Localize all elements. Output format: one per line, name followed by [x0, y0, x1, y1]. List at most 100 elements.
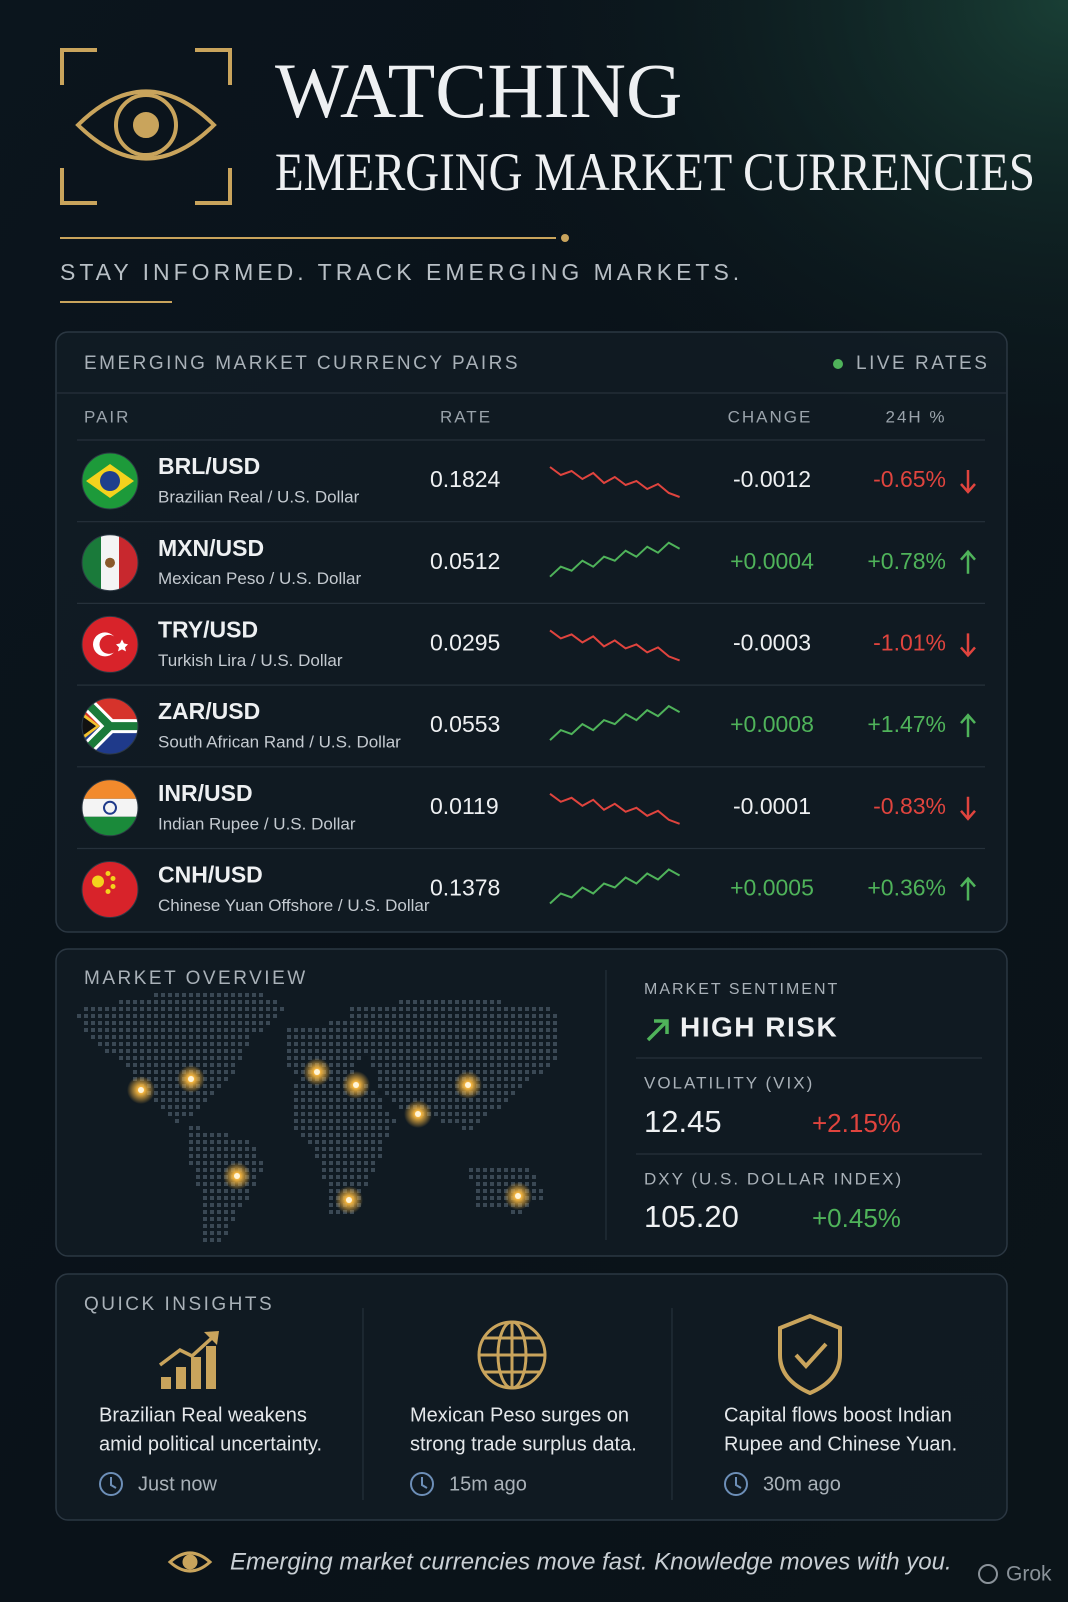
flag-part	[99, 634, 119, 654]
map-dot	[448, 1028, 452, 1032]
map-dot	[413, 1091, 417, 1095]
clock-icon	[99, 1472, 123, 1496]
map-dot	[168, 1056, 172, 1060]
change: -0.0012	[733, 466, 811, 492]
map-dot	[203, 1070, 207, 1074]
map-dot	[189, 1147, 193, 1151]
map-dot	[420, 1084, 424, 1088]
flag	[82, 779, 138, 836]
map-dot	[483, 1168, 487, 1172]
map-dot	[504, 1203, 508, 1207]
map-dot	[483, 1175, 487, 1179]
map-dot	[161, 1098, 165, 1102]
map-dot	[399, 1056, 403, 1060]
map-dot	[399, 1021, 403, 1025]
map-dot	[350, 1056, 354, 1060]
map-dot	[147, 1021, 151, 1025]
map-dot	[336, 1140, 340, 1144]
map-dot	[245, 1042, 249, 1046]
map-dot	[336, 1112, 340, 1116]
map-dot	[371, 1140, 375, 1144]
map-dot	[147, 1056, 151, 1060]
map-dot	[133, 1070, 137, 1074]
map-dot	[525, 1021, 529, 1025]
map-dot	[301, 1084, 305, 1088]
map-dot	[175, 1035, 179, 1039]
map-dot	[224, 993, 228, 997]
map-dot	[322, 1098, 326, 1102]
map-dot	[105, 1007, 109, 1011]
map-dot	[196, 1105, 200, 1109]
map-dot	[329, 1035, 333, 1039]
map-dot	[210, 1210, 214, 1214]
map-dot	[497, 1077, 501, 1081]
map-dot	[98, 1035, 102, 1039]
map-dot	[217, 1014, 221, 1018]
map-dot	[532, 1189, 536, 1193]
map-dot	[511, 1210, 515, 1214]
map-dot	[252, 1175, 256, 1179]
map-dot	[525, 1063, 529, 1067]
map-dot	[301, 1133, 305, 1137]
map-dot	[168, 1007, 172, 1011]
map-dot	[378, 1007, 382, 1011]
map-dot	[266, 1021, 270, 1025]
map-dot	[294, 1035, 298, 1039]
map-dot	[154, 1091, 158, 1095]
map-dot	[336, 1168, 340, 1172]
map-dot	[448, 1014, 452, 1018]
map-dot	[483, 1007, 487, 1011]
map-dot	[406, 1063, 410, 1067]
globe-icon	[477, 1320, 547, 1390]
map-dot	[413, 1021, 417, 1025]
map-dot	[182, 1056, 186, 1060]
map-dot	[483, 1035, 487, 1039]
map-dot	[420, 1091, 424, 1095]
map-dot	[217, 1035, 221, 1039]
map-dot	[350, 1098, 354, 1102]
map-dot	[483, 1196, 487, 1200]
map-dot	[189, 1112, 193, 1116]
map-dot	[399, 1063, 403, 1067]
map-dot	[322, 1112, 326, 1116]
map-dot	[413, 1000, 417, 1004]
map-dot	[441, 1084, 445, 1088]
map-dot	[476, 1112, 480, 1116]
map-dot	[378, 1147, 382, 1151]
map-dot	[231, 1056, 235, 1060]
map-dot	[518, 1056, 522, 1060]
map-dot	[84, 1021, 88, 1025]
map-dot	[147, 1028, 151, 1032]
map-dot	[343, 1105, 347, 1109]
map-dot	[140, 1007, 144, 1011]
map-dot	[399, 1014, 403, 1018]
sparkline	[549, 868, 681, 905]
map-dot	[175, 1119, 179, 1123]
map-dot	[434, 1035, 438, 1039]
map-dot	[553, 1035, 557, 1039]
map-dot	[455, 1056, 459, 1060]
map-dot	[364, 1140, 368, 1144]
map-dot	[525, 1042, 529, 1046]
map-dot	[504, 1028, 508, 1032]
map-dot	[539, 1196, 543, 1200]
map-dot	[245, 1161, 249, 1165]
map-dot	[469, 1021, 473, 1025]
map-dot	[315, 1147, 319, 1151]
map-dot	[140, 1028, 144, 1032]
map-dot	[175, 1063, 179, 1067]
map-dot	[385, 1119, 389, 1123]
map-dot	[518, 1168, 522, 1172]
map-dot	[224, 1224, 228, 1228]
map-dot	[483, 1098, 487, 1102]
pct-change: -0.65%	[873, 466, 946, 492]
map-dot	[469, 1175, 473, 1179]
map-dot	[287, 1063, 291, 1067]
map-dot	[511, 1028, 515, 1032]
map-dot	[182, 1091, 186, 1095]
map-dot	[385, 1056, 389, 1060]
column-header: 24H %	[885, 407, 946, 426]
map-dot	[168, 1042, 172, 1046]
map-dot	[161, 1091, 165, 1095]
dxy-label: DXY (U.S. DOLLAR INDEX)	[644, 1169, 903, 1188]
